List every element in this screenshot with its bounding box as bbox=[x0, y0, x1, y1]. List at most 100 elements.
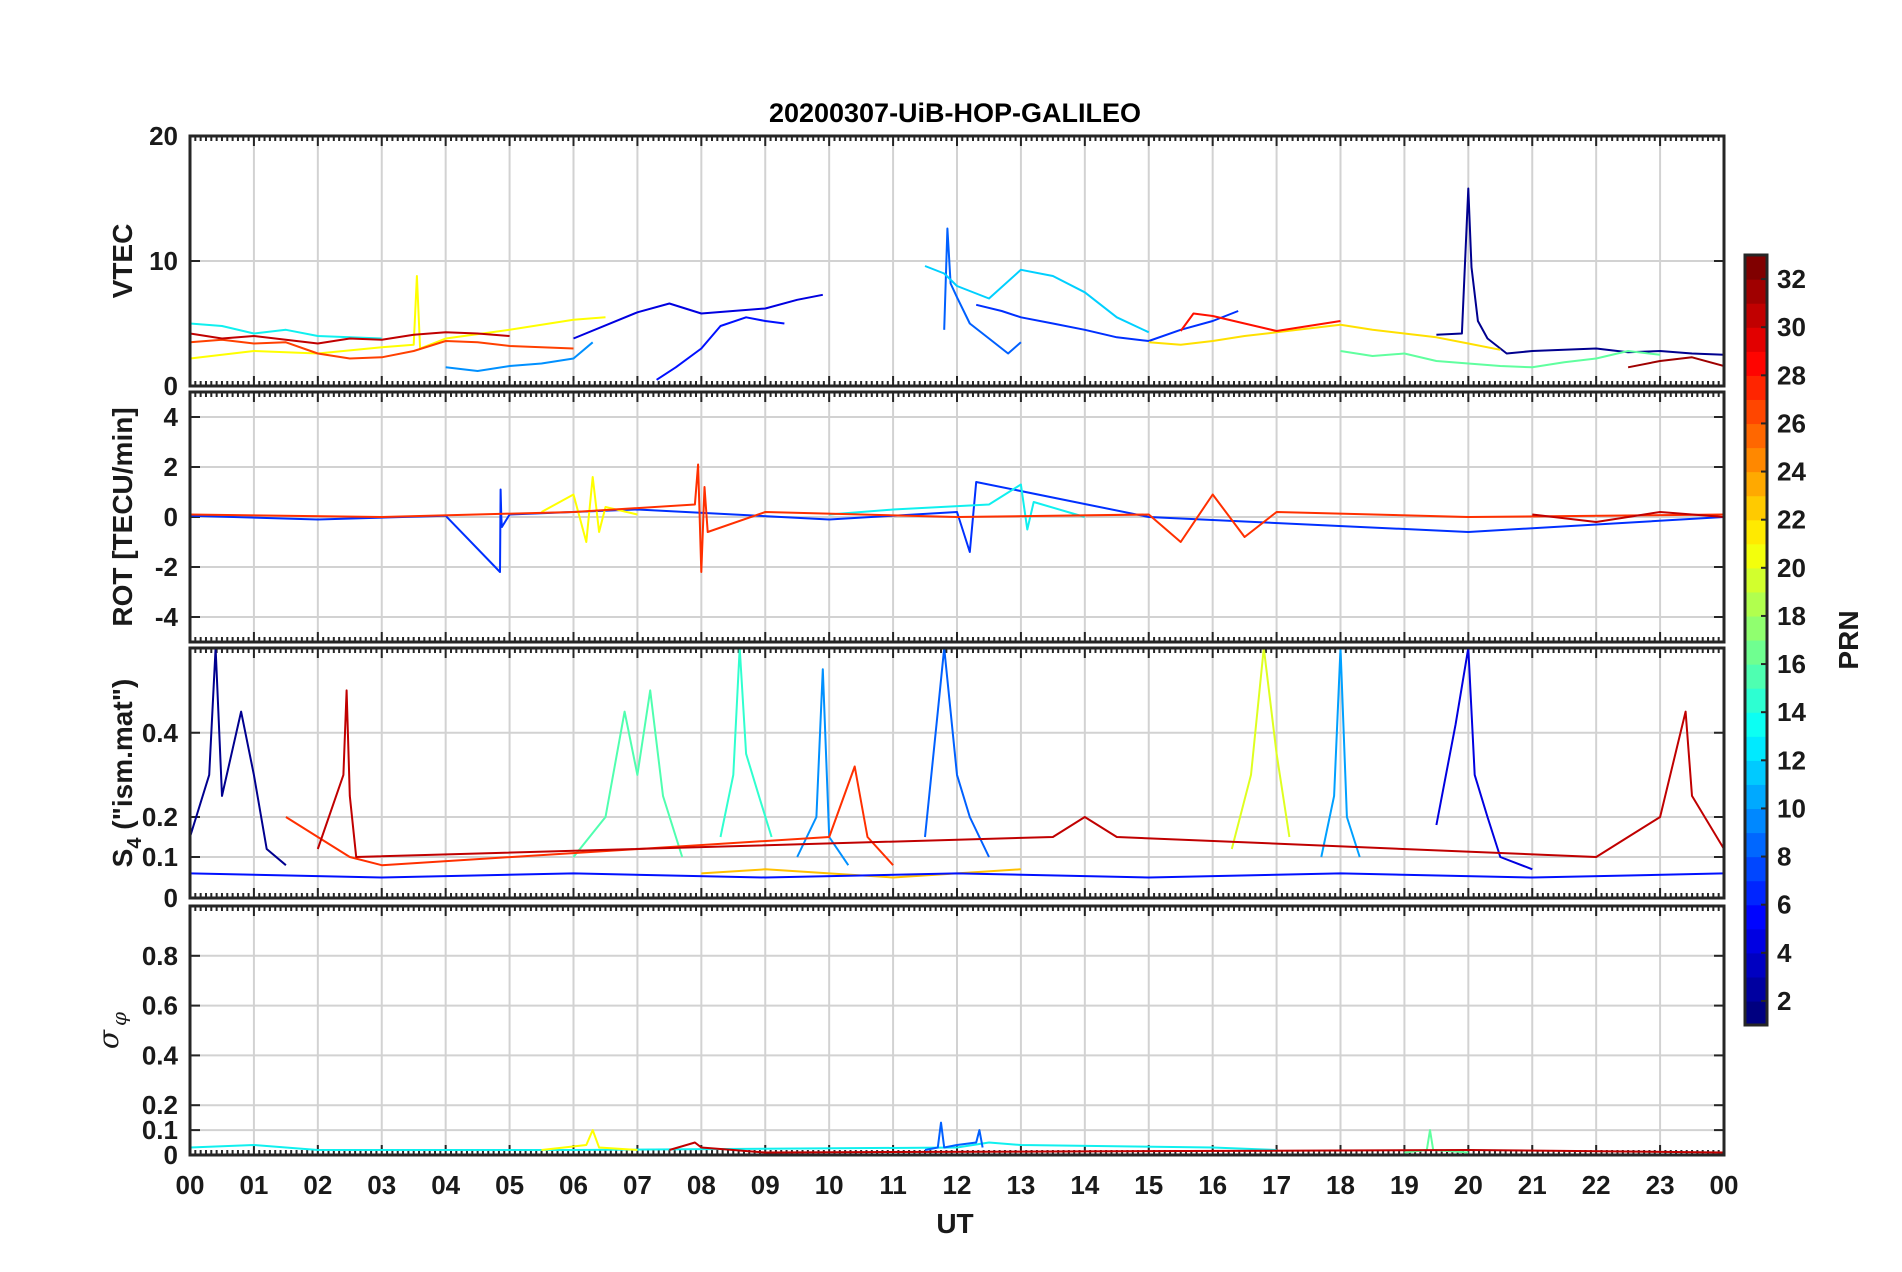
x-tick-label: 14 bbox=[1070, 1170, 1099, 1200]
colorbar-tick-label: 6 bbox=[1777, 890, 1791, 920]
series-line-prn-4 bbox=[656, 316, 785, 381]
x-tick-label: 00 bbox=[1710, 1170, 1739, 1200]
series-line-prn-20 bbox=[541, 1129, 638, 1151]
panel-s4: 0 0.1 0.2 0.4S4 ("ism.mat") bbox=[107, 646, 1726, 913]
colorbar-tick-label: 32 bbox=[1777, 264, 1806, 294]
panel-vtec: 0 10 20 VTEC bbox=[107, 121, 1726, 401]
series-line-prn-8 bbox=[445, 341, 594, 372]
colorbar-segment bbox=[1745, 736, 1767, 761]
x-tick-label: 08 bbox=[687, 1170, 716, 1200]
x-tick-label: 01 bbox=[239, 1170, 268, 1200]
colorbar-segment bbox=[1745, 423, 1767, 449]
series-line-prn-20 bbox=[541, 476, 638, 543]
x-tick-label: 07 bbox=[623, 1170, 652, 1200]
series-line-prn-6 bbox=[924, 1121, 984, 1151]
y-tick-label: 0.1 bbox=[142, 842, 178, 872]
colorbar-tick-label: 24 bbox=[1777, 457, 1806, 487]
series-line-prn-6 bbox=[924, 648, 990, 858]
x-tick-label: 16 bbox=[1198, 1170, 1227, 1200]
series-line-prn-3 bbox=[573, 293, 823, 340]
y-tick-label: 0 bbox=[164, 1140, 178, 1170]
colorbar-segment bbox=[1745, 567, 1767, 593]
series-line-prn-27 bbox=[190, 463, 1724, 573]
x-tick-label: 13 bbox=[1006, 1170, 1035, 1200]
series-line-prn-4 bbox=[190, 872, 1724, 879]
colorbar-tick-label: 28 bbox=[1777, 360, 1806, 390]
panel-rot: -4 -2 0 2 4 ROT [TECU/min] bbox=[107, 390, 1726, 644]
panel-frame bbox=[188, 134, 1726, 388]
y-tick-label: 2 bbox=[164, 452, 178, 482]
x-tick-label: 11 bbox=[879, 1170, 907, 1200]
colorbar-segment bbox=[1745, 255, 1767, 280]
x-tick-label: 05 bbox=[495, 1170, 524, 1200]
x-tick-labels: 00 01 02 03 04 05 06 07 08 09 10 11 12 13 14 15 16 17 18 19… bbox=[176, 1170, 1739, 1200]
series-line-prn-20 bbox=[190, 275, 606, 360]
series-line-prn-5 bbox=[975, 303, 1239, 342]
colorbar-tick-label: 12 bbox=[1777, 745, 1806, 775]
series-group bbox=[190, 463, 1724, 573]
x-tick-label: 03 bbox=[367, 1170, 396, 1200]
y-axis-label-sigma-phi: σφ bbox=[92, 1012, 131, 1049]
series-line-prn-3 bbox=[1435, 648, 1533, 871]
colorbar-segment bbox=[1745, 856, 1767, 882]
colorbar-segment bbox=[1745, 279, 1767, 304]
colorbar-segment bbox=[1745, 808, 1767, 834]
colorbar-segment bbox=[1745, 688, 1767, 713]
series-line-prn-30 bbox=[316, 689, 1724, 858]
colorbar-segment bbox=[1745, 471, 1767, 497]
colorbar-tick-label: 4 bbox=[1777, 938, 1792, 968]
x-tick-label: 06 bbox=[559, 1170, 588, 1200]
y-tick-label: 0 bbox=[164, 371, 178, 401]
x-tick-label: 23 bbox=[1646, 1170, 1675, 1200]
series-line-prn-11 bbox=[924, 265, 1150, 334]
x-tick-label: 09 bbox=[751, 1170, 780, 1200]
x-tick-label: 18 bbox=[1326, 1170, 1355, 1200]
chart-title: 20200307-UiB-HOP-GALILEO bbox=[769, 98, 1141, 128]
colorbar-tick-label: 2 bbox=[1777, 986, 1791, 1016]
panel-frame bbox=[188, 390, 1726, 644]
colorbar-segment bbox=[1745, 640, 1767, 665]
series-group bbox=[190, 187, 1724, 381]
colorbar-tick-label: 14 bbox=[1777, 697, 1806, 727]
series-line-prn-6 bbox=[943, 227, 1022, 355]
y-tick-label: 0 bbox=[164, 502, 178, 532]
series-line-prn-21 bbox=[1148, 323, 1501, 351]
x-tick-label: 19 bbox=[1390, 1170, 1419, 1200]
colorbar-segment bbox=[1745, 591, 1767, 617]
colorbar-segment bbox=[1745, 615, 1767, 641]
y-axis-label-rot: ROT [TECU/min] bbox=[107, 407, 138, 626]
y-tick-label: -2 bbox=[155, 552, 178, 582]
series-group bbox=[190, 648, 1724, 879]
y-tick-label: 20 bbox=[149, 121, 178, 151]
colorbar-frame bbox=[1743, 253, 1769, 1027]
colorbar-segment bbox=[1745, 784, 1767, 810]
colorbar-segment bbox=[1745, 303, 1767, 328]
x-tick-label: 20 bbox=[1454, 1170, 1483, 1200]
series-line-prn-30 bbox=[190, 331, 510, 345]
colorbar-tick-label: 20 bbox=[1777, 553, 1806, 583]
series-line-prn-15 bbox=[572, 689, 684, 858]
y-tick-label: 0.8 bbox=[142, 941, 178, 971]
colorbar-segment bbox=[1745, 928, 1767, 954]
series-group bbox=[190, 1121, 1724, 1154]
series-line-prn-16 bbox=[1340, 350, 1661, 369]
series-line-prn-19 bbox=[1230, 648, 1291, 850]
colorbar-segment bbox=[1745, 664, 1767, 689]
series-line-prn-1 bbox=[1436, 187, 1724, 356]
y-tick-label: 10 bbox=[149, 246, 178, 276]
x-tick-label: 22 bbox=[1582, 1170, 1611, 1200]
panel-sigma-phi: 00.10.2 0.4 0.6 0.8 σφ bbox=[92, 904, 1726, 1170]
colorbar-segment bbox=[1745, 327, 1767, 352]
colorbar-tick-label: 8 bbox=[1777, 842, 1791, 872]
colorbar-segment bbox=[1745, 519, 1767, 545]
colorbar-segment bbox=[1745, 1000, 1767, 1026]
colorbar-tick-label: 16 bbox=[1777, 649, 1806, 679]
colorbar-tick-label: 22 bbox=[1777, 505, 1806, 535]
series-line-prn-1 bbox=[190, 648, 287, 866]
colorbar-segment bbox=[1745, 712, 1767, 737]
series-line-prn-26 bbox=[190, 338, 574, 360]
colorbar-segment bbox=[1745, 952, 1767, 978]
